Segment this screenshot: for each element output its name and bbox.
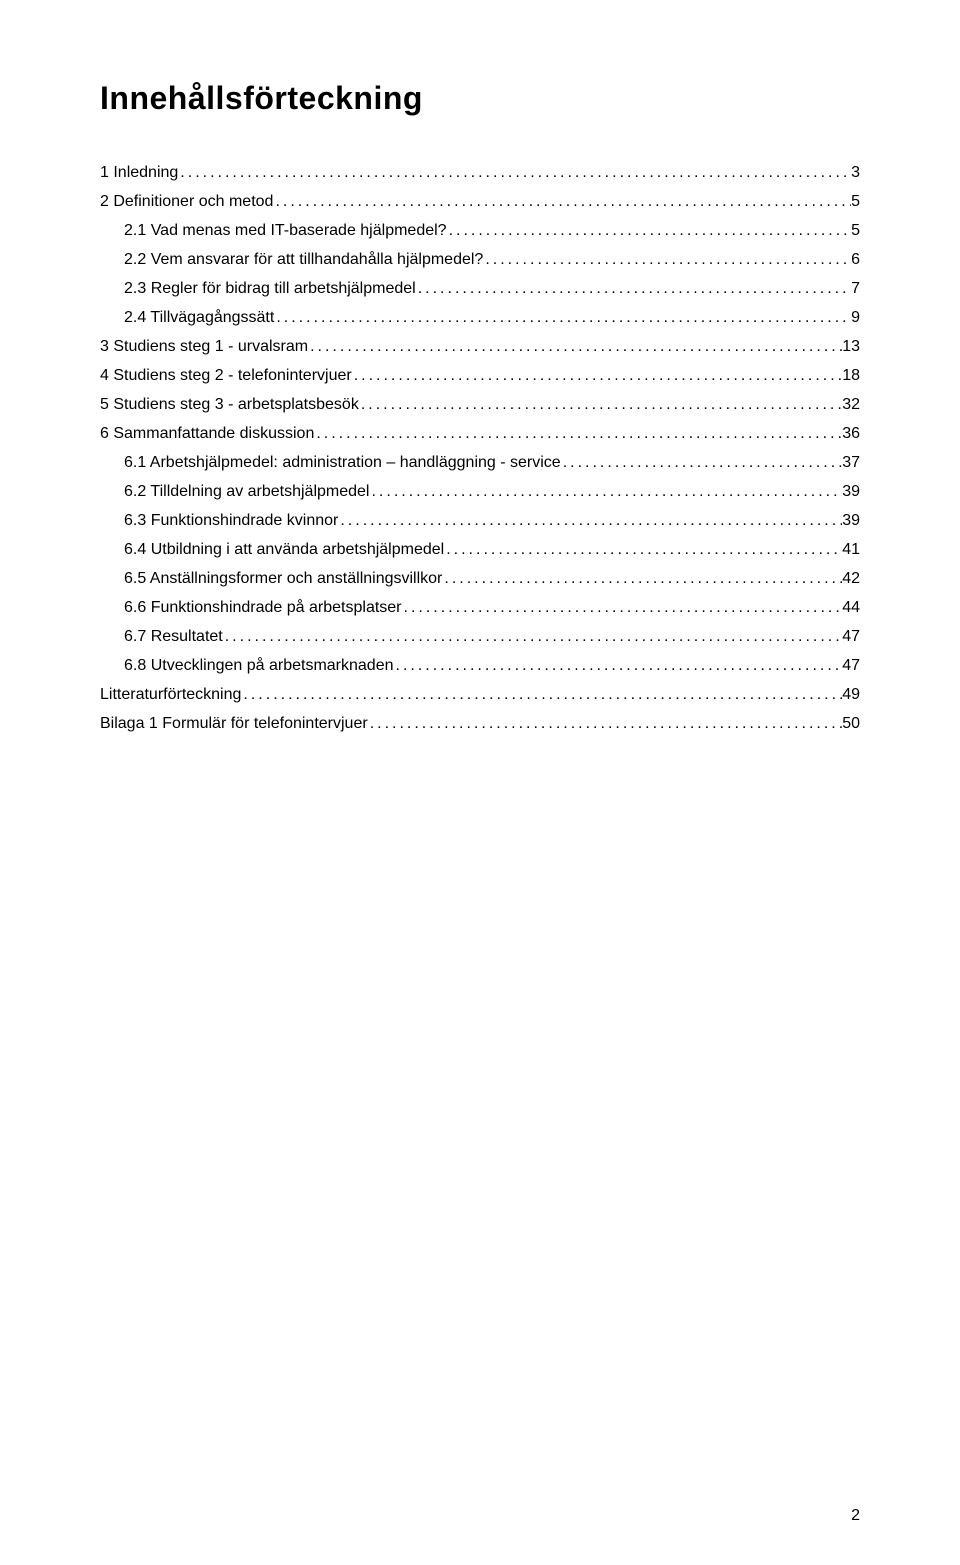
toc-entry-page: 50 — [842, 716, 860, 732]
document-page: Innehållsförteckning 1 Inledning 3 2 Defin… — [0, 0, 960, 1565]
toc-entry-label: 6 Sammanfattande diskussion — [100, 426, 314, 442]
toc-entry: 6.2 Tilldelning av arbetshjälpmedel 39 — [100, 484, 860, 500]
page-number: 2 — [851, 1507, 860, 1525]
toc-list: 1 Inledning 3 2 Definitioner och metod 5 2.1… — [100, 165, 860, 732]
toc-entry: 6 Sammanfattande diskussion 36 — [100, 426, 860, 442]
toc-entry-label: 6.4 Utbildning i att använda arbetshjälp… — [124, 542, 444, 558]
toc-entry: 6.3 Funktionshindrade kvinnor 39 — [100, 513, 860, 529]
toc-entry-label: 6.3 Funktionshindrade kvinnor — [124, 513, 338, 529]
toc-entry-page: 7 — [851, 281, 860, 297]
toc-entry: 2.4 Tillvägagångssätt 9 — [100, 310, 860, 326]
toc-entry-label: Bilaga 1 Formulär för telefonintervjuer — [100, 716, 368, 732]
toc-entry-label: 6.7 Resultatet — [124, 629, 223, 645]
toc-entry: 6.6 Funktionshindrade på arbetsplatser 44 — [100, 600, 860, 616]
toc-entry: 2.3 Regler för bidrag till arbetshjälpme… — [100, 281, 860, 297]
toc-leader-dots — [416, 281, 851, 297]
toc-entry-page: 42 — [842, 571, 860, 587]
toc-entry-page: 3 — [851, 165, 860, 181]
toc-leader-dots — [338, 513, 842, 529]
toc-entry-page: 5 — [851, 223, 860, 239]
toc-entry-label: 1 Inledning — [100, 165, 178, 181]
toc-leader-dots — [308, 339, 842, 355]
toc-leader-dots — [444, 542, 842, 558]
toc-leader-dots — [352, 368, 843, 384]
toc-entry-page: 39 — [842, 484, 860, 500]
toc-leader-dots — [223, 629, 842, 645]
toc-entry: Litteraturförteckning 49 — [100, 687, 860, 703]
toc-entry: 2 Definitioner och metod 5 — [100, 194, 860, 210]
toc-entry-page: 9 — [851, 310, 860, 326]
toc-entry-label: 3 Studiens steg 1 - urvalsram — [100, 339, 308, 355]
toc-entry-label: 4 Studiens steg 2 - telefonintervjuer — [100, 368, 352, 384]
toc-entry-label: 6.1 Arbetshjälpmedel: administration – h… — [124, 455, 561, 471]
toc-entry-page: 47 — [842, 658, 860, 674]
toc-leader-dots — [314, 426, 842, 442]
toc-entry: 5 Studiens steg 3 - arbetsplatsbesök 32 — [100, 397, 860, 413]
toc-entry-page: 41 — [842, 542, 860, 558]
toc-entry: 6.7 Resultatet 47 — [100, 629, 860, 645]
toc-entry-page: 32 — [842, 397, 860, 413]
toc-entry-label: 2.4 Tillvägagångssätt — [124, 310, 274, 326]
toc-entry: 6.4 Utbildning i att använda arbetshjälp… — [100, 542, 860, 558]
toc-title: Innehållsförteckning — [100, 80, 860, 117]
toc-leader-dots — [369, 484, 842, 500]
toc-entry-page: 6 — [851, 252, 860, 268]
toc-entry-label: 2.2 Vem ansvarar för att tillhandahålla … — [124, 252, 483, 268]
toc-entry-label: 5 Studiens steg 3 - arbetsplatsbesök — [100, 397, 359, 413]
toc-entry: 4 Studiens steg 2 - telefonintervjuer 18 — [100, 368, 860, 384]
toc-entry-page: 13 — [842, 339, 860, 355]
toc-leader-dots — [359, 397, 842, 413]
toc-entry: 2.1 Vad menas med IT-baserade hjälpmedel… — [100, 223, 860, 239]
toc-entry-page: 44 — [842, 600, 860, 616]
toc-leader-dots — [273, 194, 851, 210]
toc-leader-dots — [402, 600, 843, 616]
toc-leader-dots — [394, 658, 843, 674]
toc-entry-page: 18 — [842, 368, 860, 384]
toc-entry-label: Litteraturförteckning — [100, 687, 241, 703]
toc-entry-label: 2.3 Regler för bidrag till arbetshjälpme… — [124, 281, 416, 297]
toc-entry-label: 6.6 Funktionshindrade på arbetsplatser — [124, 600, 402, 616]
toc-entry: 1 Inledning 3 — [100, 165, 860, 181]
toc-entry-label: 2 Definitioner och metod — [100, 194, 273, 210]
toc-leader-dots — [447, 223, 852, 239]
toc-leader-dots — [274, 310, 851, 326]
toc-leader-dots — [241, 687, 842, 703]
toc-entry-label: 6.8 Utvecklingen på arbetsmarknaden — [124, 658, 394, 674]
toc-entry-page: 37 — [842, 455, 860, 471]
toc-leader-dots — [368, 716, 843, 732]
toc-entry-page: 5 — [851, 194, 860, 210]
toc-leader-dots — [561, 455, 843, 471]
toc-entry-page: 36 — [842, 426, 860, 442]
toc-leader-dots — [178, 165, 851, 181]
toc-entry-label: 6.5 Anställningsformer och anställningsv… — [124, 571, 442, 587]
toc-entry: 2.2 Vem ansvarar för att tillhandahålla … — [100, 252, 860, 268]
toc-entry-page: 39 — [842, 513, 860, 529]
toc-leader-dots — [483, 252, 851, 268]
toc-entry: Bilaga 1 Formulär för telefonintervjuer 5… — [100, 716, 860, 732]
toc-entry-page: 47 — [842, 629, 860, 645]
toc-entry: 6.5 Anställningsformer och anställningsv… — [100, 571, 860, 587]
toc-entry: 3 Studiens steg 1 - urvalsram 13 — [100, 339, 860, 355]
toc-entry: 6.8 Utvecklingen på arbetsmarknaden 47 — [100, 658, 860, 674]
toc-entry: 6.1 Arbetshjälpmedel: administration – h… — [100, 455, 860, 471]
toc-entry-label: 6.2 Tilldelning av arbetshjälpmedel — [124, 484, 369, 500]
toc-leader-dots — [442, 571, 842, 587]
toc-entry-label: 2.1 Vad menas med IT-baserade hjälpmedel… — [124, 223, 447, 239]
toc-entry-page: 49 — [842, 687, 860, 703]
